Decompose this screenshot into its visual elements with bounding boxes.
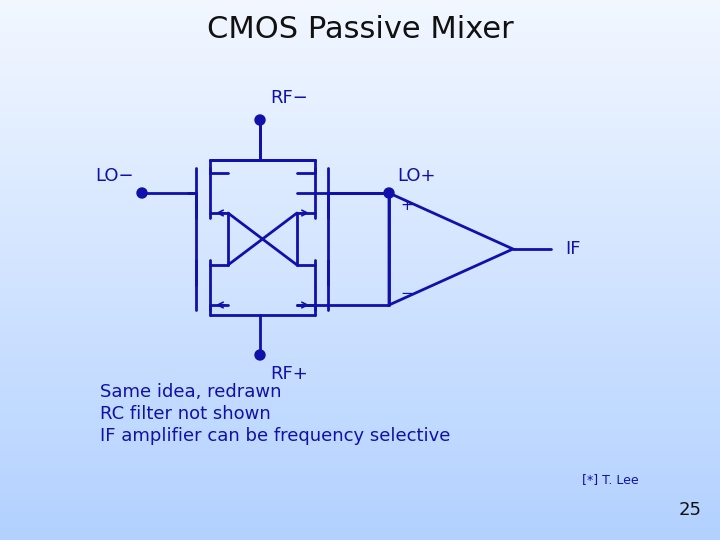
Text: −: −: [400, 286, 413, 300]
Text: Same idea, redrawn: Same idea, redrawn: [100, 383, 282, 401]
Text: RF−: RF−: [270, 89, 308, 107]
Text: IF: IF: [565, 240, 580, 258]
Circle shape: [137, 188, 147, 198]
Text: IF amplifier can be frequency selective: IF amplifier can be frequency selective: [100, 427, 451, 445]
Text: LO+: LO+: [397, 167, 436, 185]
Circle shape: [255, 350, 265, 360]
Text: +: +: [400, 198, 413, 213]
Text: RC filter not shown: RC filter not shown: [100, 405, 271, 423]
Circle shape: [255, 115, 265, 125]
Text: 25: 25: [678, 501, 701, 519]
Text: LO−: LO−: [95, 167, 134, 185]
Text: [*] T. Lee: [*] T. Lee: [582, 474, 639, 487]
Circle shape: [384, 188, 394, 198]
Text: CMOS Passive Mixer: CMOS Passive Mixer: [207, 16, 513, 44]
Text: RF+: RF+: [270, 365, 307, 383]
